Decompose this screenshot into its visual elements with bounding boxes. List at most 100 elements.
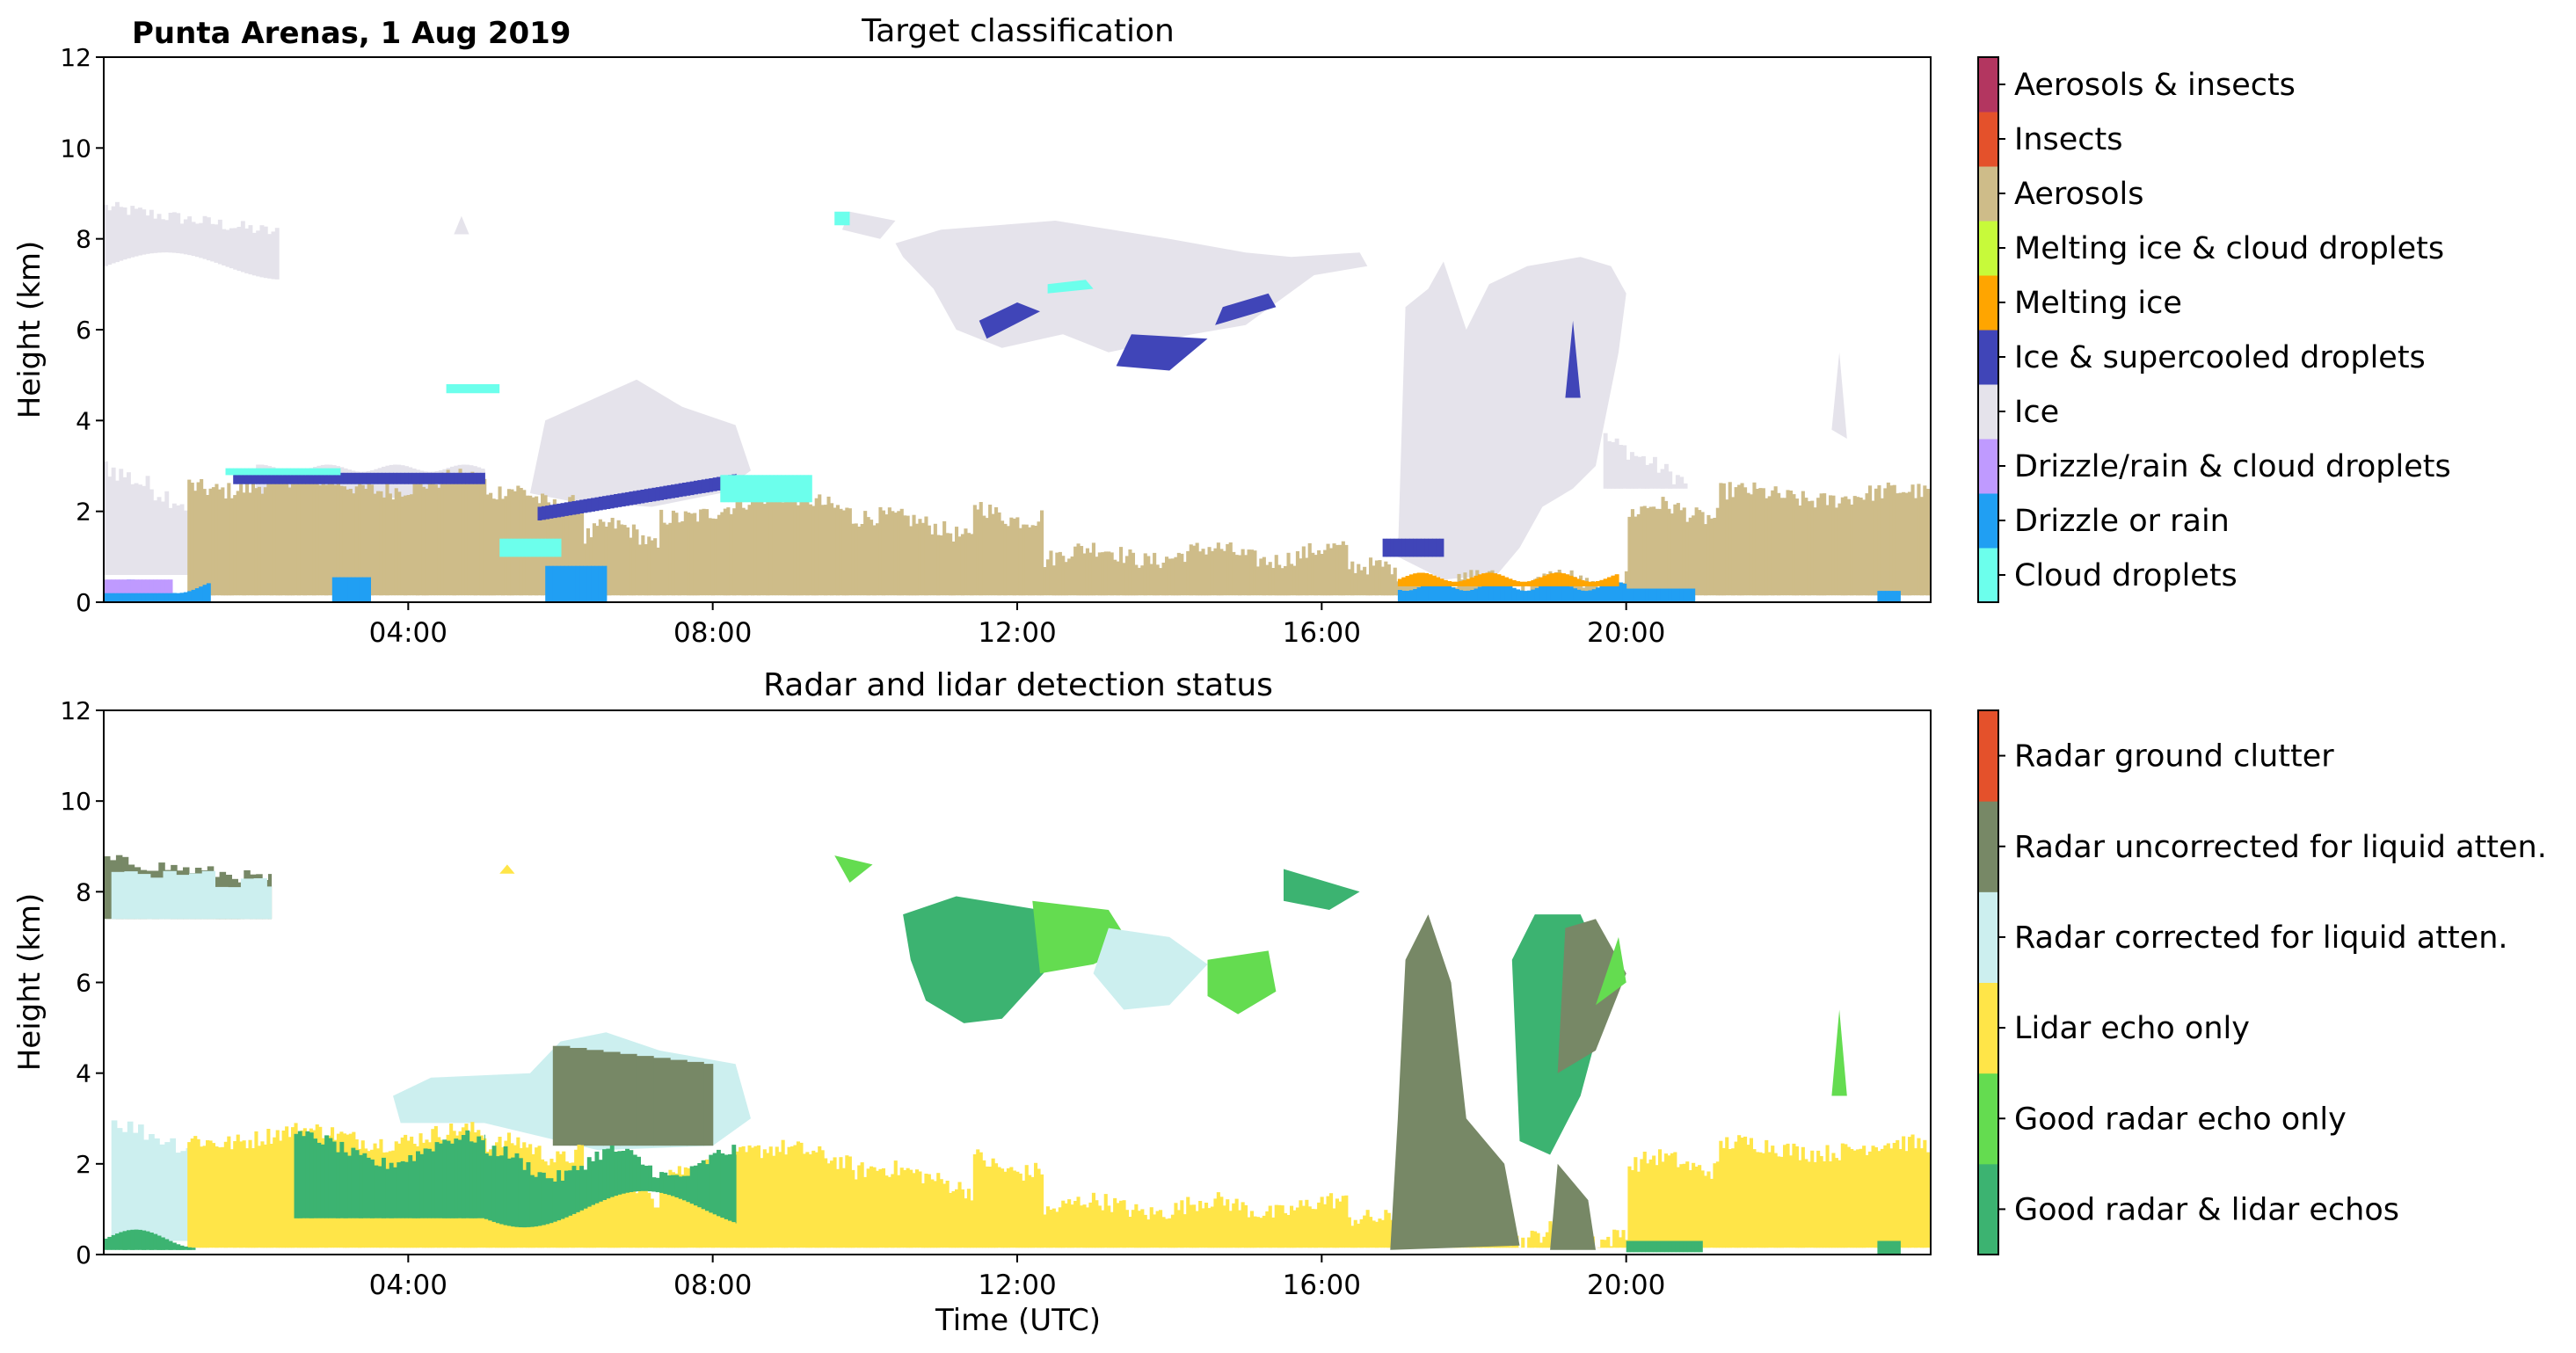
lidar-only-cell: [248, 1139, 252, 1248]
lidar-only-cell: [1530, 1230, 1534, 1248]
aerosol-cell: [1384, 561, 1388, 596]
melting-ice-cell: [1459, 581, 1464, 586]
aerosol-cell: [580, 500, 585, 596]
legend-entry: Cloud droplets: [2014, 558, 2238, 593]
lidar-only-cell: [1846, 1146, 1851, 1248]
supercooled-cell: [1439, 538, 1444, 557]
cloud-droplet-cell: [796, 475, 801, 503]
aerosol-cell: [352, 493, 356, 596]
aerosol-cell: [1097, 552, 1102, 596]
lidar-only-cell: [1871, 1146, 1875, 1248]
supercooled-cell: [370, 472, 375, 484]
aerosol-cell: [1341, 541, 1345, 596]
drizzle-cell: [1466, 590, 1471, 602]
aerosol-cell: [1904, 492, 1909, 596]
aerosol-cell: [568, 497, 572, 596]
lidar-only-cell: [768, 1146, 773, 1248]
aerosol-cell: [1761, 488, 1765, 596]
drizzle-cell: [1493, 581, 1497, 602]
aerosol-cell: [1749, 494, 1753, 596]
aerosol-cell: [1210, 550, 1214, 596]
aerosol-cell: [1408, 584, 1413, 596]
aerosol-cell: [1868, 485, 1873, 596]
aerosol-cell: [211, 487, 215, 596]
supercooled-cell: [397, 472, 402, 484]
lidar-only-cell: [1338, 1201, 1343, 1248]
legend-entry: Radar corrected for liquid atten.: [2014, 920, 2508, 956]
aerosol-cell: [1786, 490, 1790, 596]
radar-lidar-cell: [465, 1130, 470, 1218]
lidar-only-cell: [814, 1152, 819, 1248]
ice-cell: [171, 503, 177, 575]
aerosol-cell: [936, 535, 941, 596]
radar-lidar-cell: [602, 1149, 607, 1200]
y-tick-label: 6: [76, 316, 91, 345]
lidar-only-cell: [242, 1140, 246, 1248]
aerosol-cell: [1533, 578, 1538, 596]
radar-corrected-cell: [175, 1153, 182, 1241]
legend-entry: Radar ground clutter: [2014, 739, 2334, 775]
cloud-droplet-cell: [446, 384, 500, 394]
drizzle-cell: [1679, 588, 1685, 602]
melting-ice-cell: [1454, 581, 1459, 586]
lidar-only-cell: [1761, 1153, 1765, 1248]
aerosol-cell: [824, 505, 828, 596]
lidar-only-cell: [1137, 1211, 1141, 1248]
ice-cell: [274, 228, 280, 280]
lidar-only-cell: [1904, 1151, 1909, 1248]
colorbar-swatch: [1978, 57, 1998, 113]
aerosol-cell: [215, 484, 219, 596]
aerosol-cell: [1347, 569, 1351, 596]
lidar-only-cell: [1247, 1217, 1251, 1248]
aerosol-cell: [1335, 544, 1339, 596]
drizzle-cell: [1416, 587, 1422, 602]
lidar-only-cell: [1210, 1206, 1214, 1248]
aerosol-cell: [1682, 507, 1686, 596]
lidar-only-cell: [1085, 1207, 1089, 1248]
aerosol-cell: [495, 499, 499, 596]
x-tick-label: 12:00: [978, 1269, 1056, 1301]
drizzle-cell: [1459, 590, 1464, 602]
aerosol-cell: [1898, 492, 1903, 596]
aerosol-cell: [1095, 556, 1099, 596]
aerosol-cell: [1874, 488, 1878, 596]
lidar-only-cell: [1765, 1139, 1769, 1248]
radar-lidar-cell: [431, 1151, 436, 1218]
aerosol-cell: [1146, 556, 1151, 596]
lidar-only-cell: [1640, 1159, 1644, 1248]
radar-lidar-cell: [134, 1229, 139, 1250]
aerosol-cell: [1840, 497, 1845, 596]
radar-lidar-cell: [655, 1177, 660, 1193]
lidar-only-cell: [1374, 1221, 1379, 1248]
radar-lidar-cell: [439, 1143, 443, 1218]
aerosol-cell: [227, 483, 231, 596]
radar-lidar-cell: [457, 1139, 462, 1218]
lidar-only-cell: [1721, 1147, 1726, 1248]
site-label: Punta Arenas, 1 Aug 2019: [132, 16, 571, 51]
drizzle-cell: [1675, 588, 1680, 602]
melting-ice-cell: [1599, 579, 1605, 586]
supercooled-cell: [602, 496, 607, 510]
radar-lidar-cell: [586, 1157, 592, 1207]
lidar-only-cell: [1646, 1163, 1650, 1248]
aerosol-cell: [1301, 546, 1306, 596]
drizzle-cell: [1546, 583, 1551, 602]
aerosol-cell: [1344, 544, 1349, 596]
melting-ice-cell: [1611, 575, 1616, 586]
aerosol-cell: [1794, 498, 1799, 596]
lidar-only-cell: [854, 1179, 858, 1248]
cloud-droplet-cell: [545, 538, 550, 557]
colorbar-swatch: [1978, 548, 1998, 603]
lidar-only-cell: [893, 1160, 898, 1248]
supercooled-cell: [1416, 538, 1422, 557]
drizzle-cell: [1508, 586, 1513, 602]
lidar-only-cell: [245, 1148, 250, 1248]
radar-lidar-cell: [1645, 1240, 1650, 1253]
lidar-only-cell: [196, 1138, 200, 1248]
radar-lidar-cell: [1888, 1240, 1894, 1255]
radar-lidar-cell: [107, 1236, 113, 1250]
lidar-only-cell: [1271, 1217, 1276, 1248]
lidar-only-cell: [1170, 1214, 1175, 1248]
lidar-only-cell: [915, 1169, 920, 1248]
aerosol-cell: [379, 491, 383, 596]
